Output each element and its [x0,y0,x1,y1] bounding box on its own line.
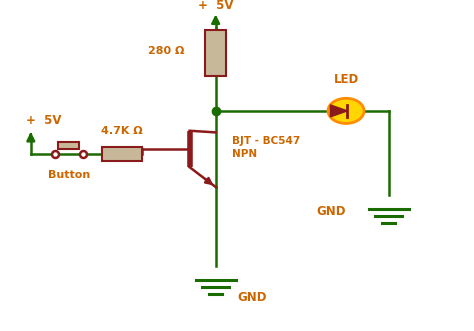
FancyBboxPatch shape [58,142,79,149]
Text: +  5V: + 5V [26,115,62,127]
Text: BJT - BC547: BJT - BC547 [232,136,301,146]
Text: 4.7K Ω: 4.7K Ω [101,126,143,136]
Text: LED: LED [333,73,359,86]
FancyBboxPatch shape [205,30,226,76]
Text: NPN: NPN [232,149,257,159]
Text: Button: Button [47,170,90,180]
FancyBboxPatch shape [102,147,142,161]
Polygon shape [330,105,347,117]
Text: GND: GND [237,291,266,304]
Text: 280 Ω: 280 Ω [148,46,185,56]
Circle shape [328,98,364,123]
Text: GND: GND [317,205,346,218]
Text: +  5V: + 5V [198,0,233,12]
